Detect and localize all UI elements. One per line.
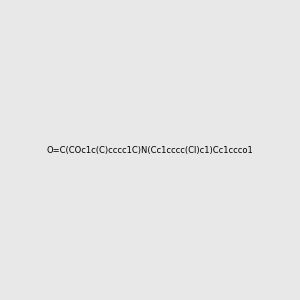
Text: O=C(COc1c(C)cccc1C)N(Cc1cccc(Cl)c1)Cc1ccco1: O=C(COc1c(C)cccc1C)N(Cc1cccc(Cl)c1)Cc1cc…	[46, 146, 253, 154]
